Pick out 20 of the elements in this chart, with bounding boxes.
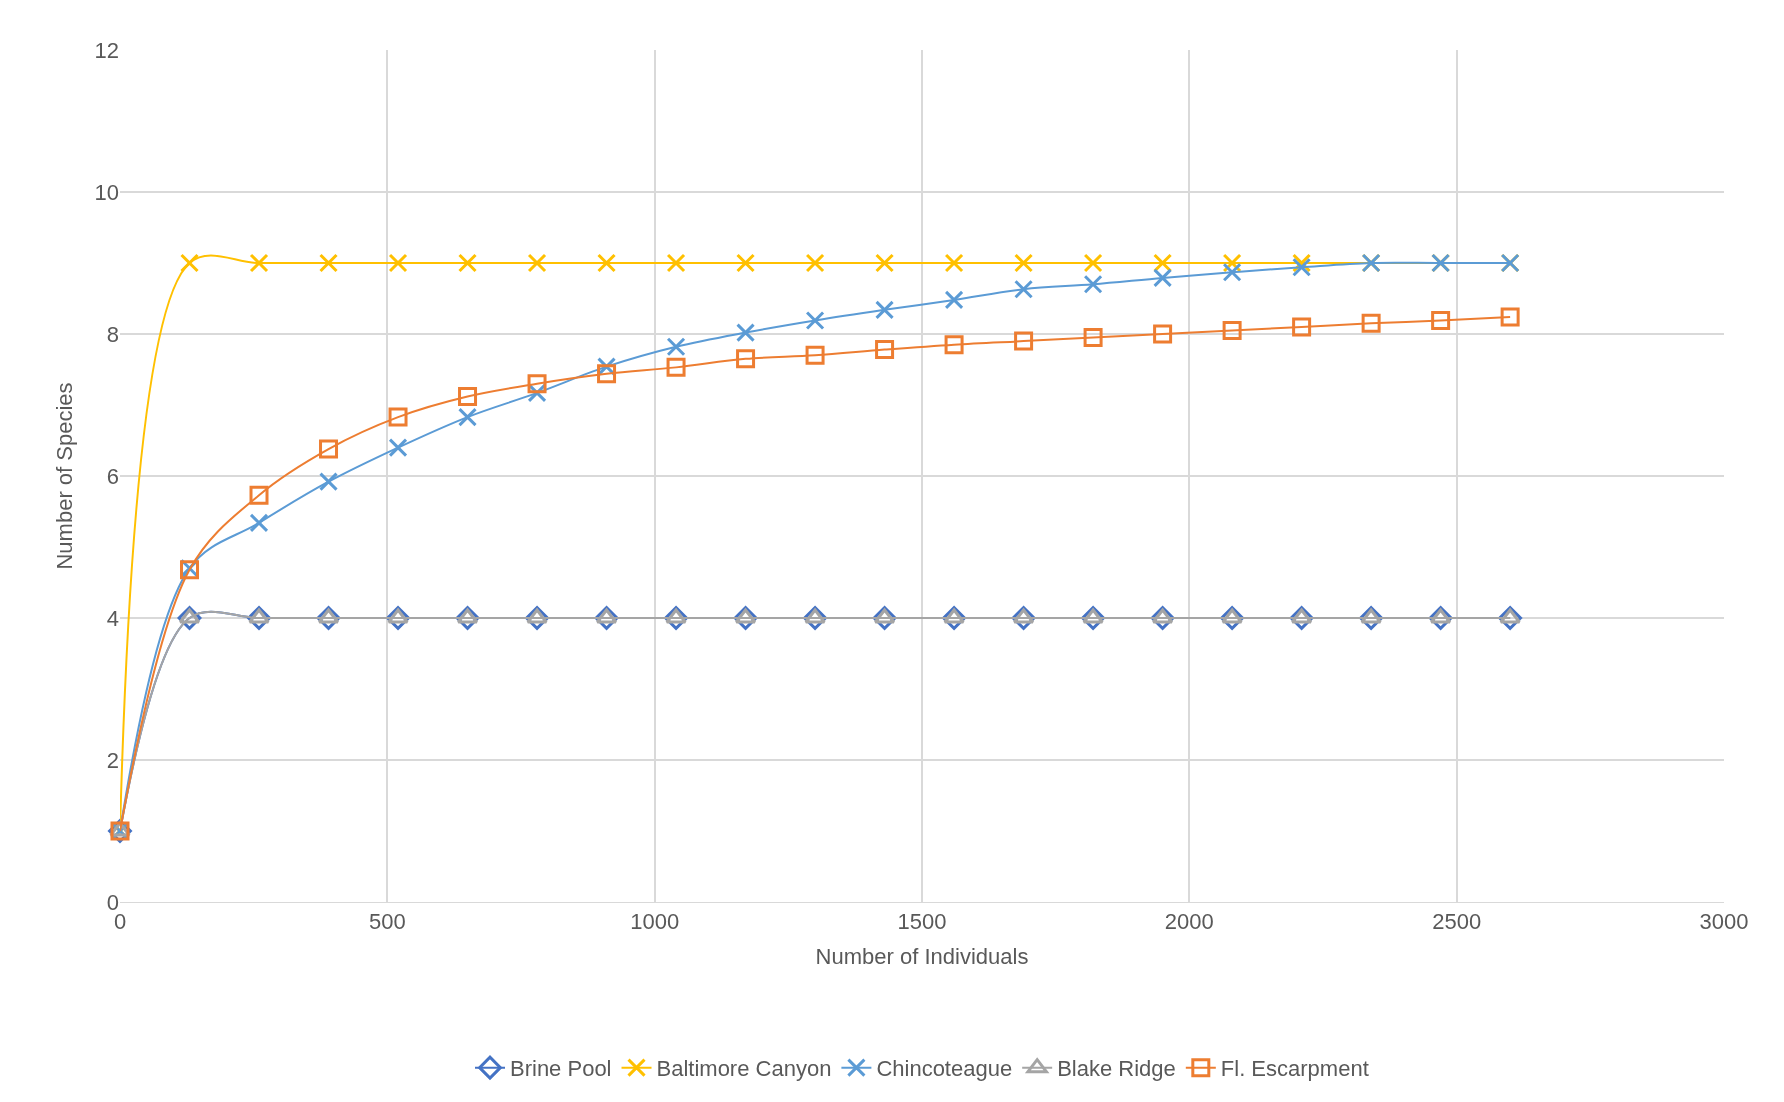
y-tick-label: 6 [106, 463, 119, 489]
x-tick-label: 1000 [630, 909, 680, 935]
x-tick-label: 3000 [1699, 909, 1749, 935]
y-axis-title: Number of Species [52, 382, 78, 570]
legend-label: Blake Ridge [1057, 1056, 1176, 1082]
x-tick-label: 2000 [1164, 909, 1214, 935]
y-tick-label: 12 [94, 37, 119, 63]
legend-label: Fl. Escarpment [1220, 1056, 1369, 1082]
y-tick-label: 0 [106, 889, 119, 915]
x-tick-label: 1500 [897, 909, 947, 935]
y-tick-label: 2 [106, 747, 119, 773]
legend-label: Brine Pool [510, 1056, 612, 1082]
y-tick-label: 8 [106, 321, 119, 347]
y-tick-label: 10 [94, 179, 119, 205]
x-tick-label: 2500 [1432, 909, 1482, 935]
x-tick-label: 500 [368, 909, 406, 935]
legend-label: Baltimore Canyon [656, 1056, 832, 1082]
x-axis-title: Number of Individuals [815, 944, 1029, 970]
legend-label: Chincoteague [876, 1056, 1013, 1082]
y-tick-label: 4 [106, 605, 119, 631]
